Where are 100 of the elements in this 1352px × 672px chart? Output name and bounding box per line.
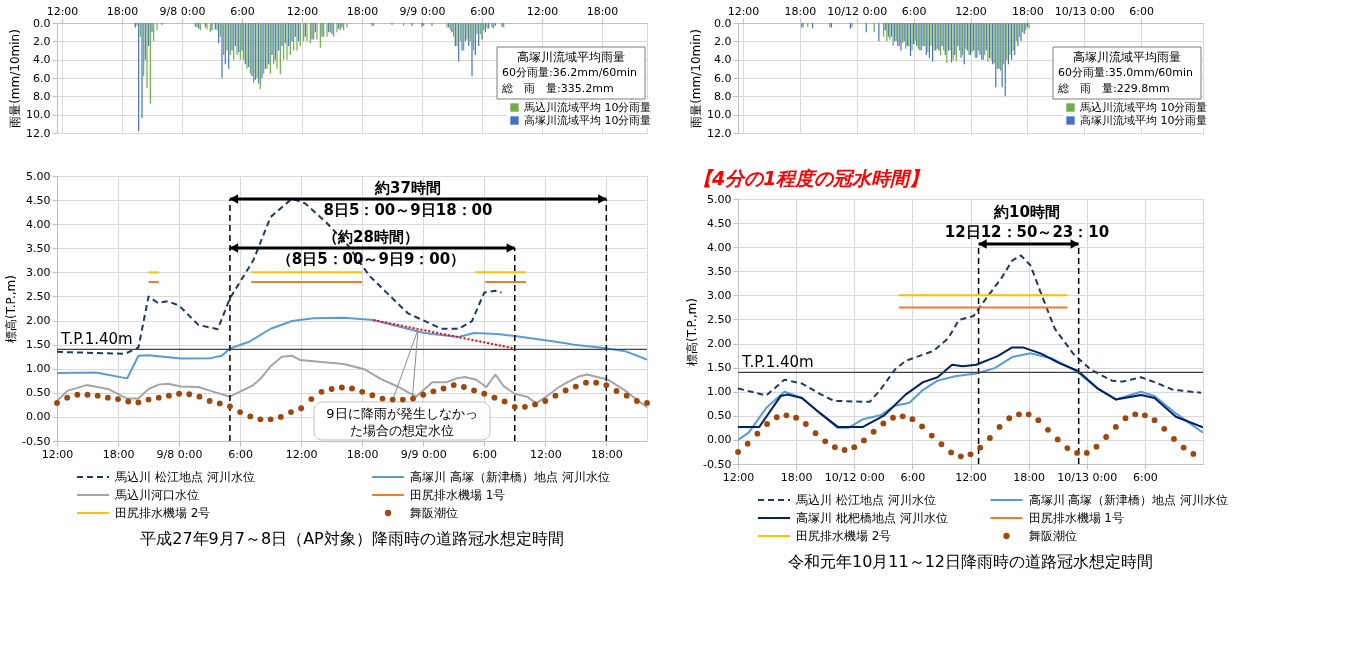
point <box>572 383 579 390</box>
point <box>84 391 91 398</box>
y-tick-label: 12.0 <box>707 126 732 140</box>
legend-label: 高塚川流域平均 10分雨量 <box>1080 113 1208 127</box>
y-tick-label: 2.50 <box>26 289 51 303</box>
annotation: 約37時間 <box>374 179 441 197</box>
ref-line-label: T.P.1.40m <box>741 353 814 372</box>
legend-label: 高塚川流域平均 10分雨量 <box>524 113 652 127</box>
point <box>135 399 142 406</box>
y-tick-label: 1.50 <box>26 338 51 352</box>
y-tick-label: 1.00 <box>26 362 51 376</box>
point <box>338 384 345 391</box>
point <box>125 398 132 405</box>
point <box>967 451 974 458</box>
point <box>410 395 416 402</box>
legend-label: 田尻排水機場 1号 <box>1028 511 1124 525</box>
point <box>1132 411 1139 418</box>
point <box>899 413 906 420</box>
x-tick-label: 18:00 <box>1013 470 1045 484</box>
point <box>379 395 386 402</box>
y-tick-label: 4.00 <box>707 240 732 254</box>
point <box>793 414 800 421</box>
point <box>318 388 325 395</box>
legend-label: 田尻排水機場 2号 <box>115 506 211 520</box>
point <box>822 438 829 445</box>
point <box>277 414 284 420</box>
annotation: 総 雨 量:229.8mm <box>1057 82 1170 95</box>
annotation: 12日12：50～23：10 <box>944 223 1110 241</box>
legend-label: 高塚川 枇杷橋地点 河川水位 <box>796 511 948 525</box>
point <box>74 391 81 398</box>
x-tick-label: 18:00 <box>586 4 619 18</box>
x-tick-label: 18:00 <box>780 470 813 484</box>
point <box>450 382 457 389</box>
point <box>328 386 335 392</box>
x-tick-label: 12:00 <box>529 447 562 461</box>
y-axis-title: 標高(T.P.,m) <box>4 275 19 343</box>
y-tick-label: 5.00 <box>707 192 732 206</box>
point <box>735 449 741 455</box>
annotation: （8日5：00～9日9：00） <box>276 250 466 268</box>
legend-label: 田尻排水機場 2号 <box>796 529 892 543</box>
point <box>764 421 770 427</box>
point <box>623 392 630 399</box>
x-tick-label: 10/12 0:00 <box>824 470 885 484</box>
annotation: 高塚川流域平均雨量 <box>1073 50 1181 64</box>
point <box>369 392 376 399</box>
text: 平成27年9月7～8日（AP対象）降雨時の道路冠水想定時間 <box>140 529 564 548</box>
point <box>94 392 101 399</box>
point <box>54 400 60 406</box>
point <box>583 379 589 386</box>
point <box>851 444 858 451</box>
x-tick-label: 12:00 <box>41 447 74 461</box>
point <box>165 392 172 399</box>
y-tick-label: 0.00 <box>707 433 732 447</box>
y-tick-label: 2.0 <box>33 34 51 48</box>
point <box>1064 445 1071 452</box>
y-tick-label: 4.0 <box>33 53 51 67</box>
point <box>996 423 1003 430</box>
point <box>247 413 254 420</box>
point <box>430 388 437 395</box>
point <box>870 428 877 435</box>
y-tick-label: 1.50 <box>707 361 732 375</box>
point <box>880 420 887 427</box>
y-tick-label: 2.00 <box>26 314 51 328</box>
point <box>298 405 305 412</box>
y-tick-label: 4.50 <box>707 216 732 230</box>
x-tick-label: 6:00 <box>1133 470 1158 484</box>
point <box>257 416 264 423</box>
point <box>522 403 528 410</box>
point <box>986 435 993 441</box>
y-tick-label: -0.50 <box>22 434 51 448</box>
point <box>491 394 498 401</box>
point <box>552 392 559 399</box>
y-tick-label: 8.0 <box>714 89 732 103</box>
point <box>957 453 964 460</box>
point <box>1083 450 1090 456</box>
legend-label: 馬込川流域平均 10分雨量 <box>1079 100 1208 114</box>
x-tick-label: 12:00 <box>722 470 755 484</box>
point <box>754 430 761 437</box>
y-tick-label: 0.0 <box>33 16 51 30</box>
y-tick-label: 4.50 <box>26 193 51 207</box>
point <box>359 388 366 395</box>
x-tick-label: 18:00 <box>102 447 135 461</box>
point <box>919 423 925 430</box>
point <box>928 432 935 439</box>
legend-label: 舞阪潮位 <box>410 506 458 520</box>
x-tick-label: 9/9 0:00 <box>399 4 446 18</box>
point <box>861 437 867 444</box>
y-tick-label: 1.00 <box>707 385 732 399</box>
point <box>948 449 955 456</box>
point <box>471 387 477 394</box>
y-tick-label: 2.00 <box>707 337 732 351</box>
point <box>440 385 447 392</box>
x-tick-label: 10/13 0:00 <box>1057 470 1118 484</box>
x-tick-label: 6:00 <box>472 447 498 461</box>
point <box>155 394 162 401</box>
point <box>1122 415 1129 422</box>
y-tick-label: 12.0 <box>26 126 51 140</box>
x-tick-label: 12:00 <box>955 470 987 484</box>
point <box>1103 434 1110 440</box>
x-tick-label: 6:00 <box>230 4 255 18</box>
